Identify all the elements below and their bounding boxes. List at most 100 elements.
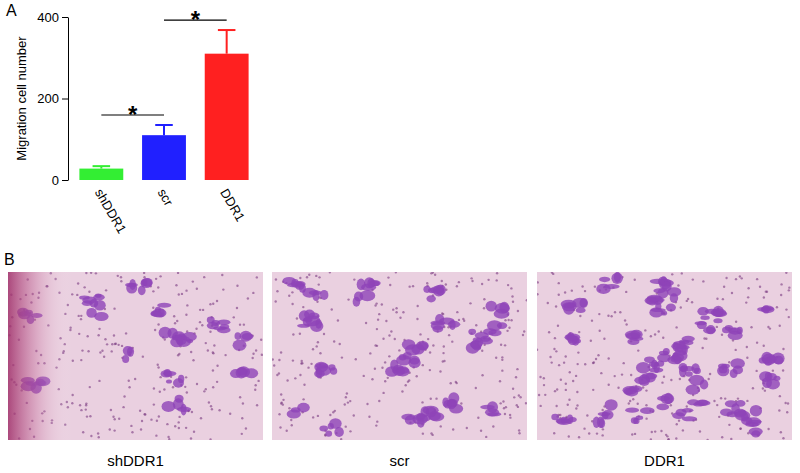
pore (631, 433, 633, 435)
pore (555, 350, 557, 352)
pore (576, 363, 578, 365)
pore (519, 396, 521, 398)
pore (559, 414, 561, 416)
pore (769, 327, 771, 329)
pore (569, 371, 571, 373)
pore (416, 375, 418, 377)
pore (291, 303, 293, 305)
pore (426, 282, 428, 284)
pore (291, 291, 293, 293)
pore (584, 290, 586, 292)
pore (511, 295, 513, 297)
micrograph-background (8, 272, 263, 440)
pore (456, 311, 458, 313)
pore (720, 397, 722, 399)
cell (761, 306, 775, 314)
pore (276, 290, 278, 292)
pore (634, 279, 636, 281)
pore (709, 373, 711, 375)
pore (667, 438, 669, 440)
pore (725, 277, 727, 279)
pore (516, 404, 518, 406)
pore (601, 434, 603, 436)
pore (381, 367, 383, 369)
pore (728, 361, 730, 363)
pore (505, 406, 507, 408)
pore (432, 344, 434, 346)
pore (522, 334, 524, 336)
y-tick-mark (62, 17, 68, 18)
pore (315, 275, 317, 277)
pore (329, 272, 331, 274)
pore (739, 275, 741, 277)
cell (611, 273, 623, 284)
pore (282, 403, 284, 405)
pore (299, 374, 301, 376)
cell (497, 322, 507, 329)
pore (543, 384, 545, 386)
pore (784, 402, 786, 404)
pore (645, 404, 647, 406)
pore (607, 357, 609, 359)
cell (686, 384, 701, 394)
cell (713, 318, 722, 323)
pore (746, 400, 748, 402)
pore (518, 432, 520, 434)
pore (692, 278, 694, 280)
pore (387, 276, 389, 278)
pore (578, 436, 580, 438)
pore (564, 291, 566, 293)
pore (516, 368, 518, 370)
pore (625, 291, 627, 293)
pore (422, 364, 424, 366)
cell (572, 298, 588, 308)
figure: A0200400Migration cell numbershDDR1scrDD… (0, 0, 800, 473)
pore (315, 345, 317, 347)
cell (367, 278, 375, 288)
pore (600, 372, 602, 374)
cell (680, 365, 687, 372)
pore (557, 325, 559, 327)
cell (676, 409, 687, 417)
pore (755, 370, 757, 372)
pore (787, 402, 789, 404)
pore (628, 402, 630, 404)
pore (442, 313, 444, 315)
pore (345, 396, 347, 398)
cell (328, 364, 335, 370)
pore (278, 359, 280, 361)
pore (539, 376, 541, 378)
pore (340, 438, 342, 440)
bar (205, 54, 249, 180)
pore (602, 428, 604, 430)
pore (278, 413, 280, 415)
pore (395, 307, 397, 309)
pore (441, 312, 443, 314)
pore (767, 428, 769, 430)
cell (495, 303, 510, 314)
pore (563, 361, 565, 363)
pore (286, 379, 288, 381)
cell (320, 290, 328, 300)
pore (408, 285, 410, 287)
pore (430, 398, 432, 400)
pore (549, 356, 551, 358)
pore (399, 317, 401, 319)
pore (660, 430, 662, 432)
pore (392, 308, 394, 310)
pore (608, 384, 610, 386)
pore (402, 311, 404, 313)
cell (402, 339, 416, 349)
pore (556, 388, 558, 390)
pore (590, 339, 592, 341)
y-axis-title: Migration cell number (14, 36, 29, 161)
pore (339, 343, 341, 345)
cell (314, 370, 325, 378)
pore (592, 389, 594, 391)
pore (716, 404, 718, 406)
pore (500, 344, 502, 346)
pore (458, 281, 460, 283)
pore (565, 355, 567, 357)
cell (430, 320, 445, 325)
plot-area (79, 30, 248, 180)
